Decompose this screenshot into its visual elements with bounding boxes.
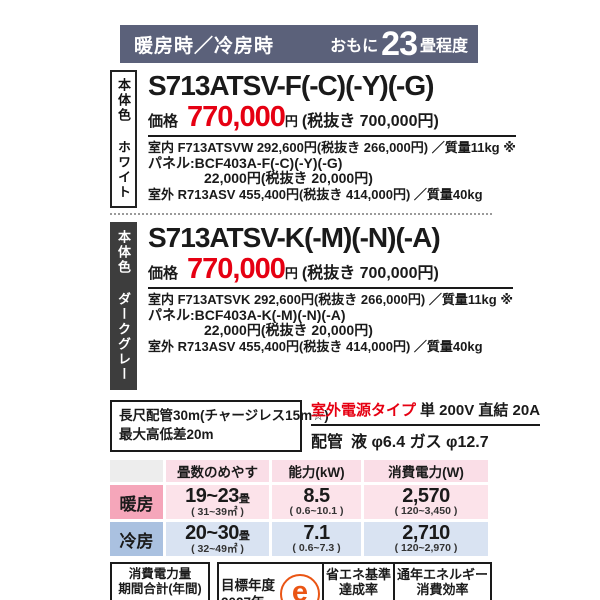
component-price-details: 室内 F713ATSVK 292,600円(税抜き 266,000円) ／質量1… xyxy=(148,292,513,354)
target-year-value: 2027年 xyxy=(221,594,275,600)
table-header-tatami: 畳数のめやす xyxy=(166,460,269,482)
body-color-label-darkgray: 本体色 ダークグレー xyxy=(110,222,137,390)
outdoor-power-type-label: 室外電源タイプ xyxy=(311,402,417,419)
price-label: 価格 xyxy=(148,113,179,130)
panel-price-line: 22,000円(税抜き 20,000円) xyxy=(204,322,373,338)
divider-rule xyxy=(311,424,541,426)
target-year-label: 目標年度 xyxy=(220,578,275,593)
tatami-range: 20~30 xyxy=(185,521,239,544)
cooling-capacity-cell: 7.1 ( 0.6~7.3 ) xyxy=(272,522,361,556)
standard-achievement-section: 省エネ基準 達成率 76% xyxy=(321,564,393,600)
tatami-unit: 畳 xyxy=(238,529,250,542)
divider-rule xyxy=(148,287,513,289)
product-block-darkgray: 本体色 ダークグレー S713ATSV-K(-M)(-N)(-A) 価格 770… xyxy=(110,222,513,390)
divider-rule xyxy=(148,135,516,137)
tatami-number: 23 xyxy=(381,25,418,63)
max-height-diff-line: 最大高低差20m xyxy=(119,427,214,442)
yen-label: 円 xyxy=(284,266,298,281)
panel-model-line: パネル:BCF403A-F(-C)(-Y)(-G) xyxy=(148,154,343,171)
tatami-capacity: おもに 23 畳程度 xyxy=(330,26,468,62)
power-value: 2,710 xyxy=(402,522,450,544)
target-year-section: 目標年度 2027年 e xyxy=(219,564,322,600)
heating-power-cell: 2,570 ( 120~3,450 ) xyxy=(364,485,488,519)
heating-capacity-cell: 8.5 ( 0.6~10.1 ) xyxy=(272,485,361,519)
price-value: 770,000 xyxy=(187,101,286,133)
capacity-spec-table: 畳数のめやす 能力(kW) 消費電力(W) 暖房 19~23畳 ( 31~39㎡… xyxy=(110,460,492,556)
heating-tatami-cell: 19~23畳 ( 31~39㎡ ) xyxy=(166,485,269,519)
model-number: S713ATSV-F(-C)(-Y)(-G) xyxy=(148,70,434,101)
annual-consumption-box: 消費電力量 期間合計(年間) 2,984kWh xyxy=(110,562,210,600)
pipe-diameter-line: 配管液 φ6.4 ガス φ12.7 xyxy=(311,428,540,452)
cooling-tatami-cell: 20~30畳 ( 32~49㎡ ) xyxy=(166,522,269,556)
capacity-value: 7.1 xyxy=(303,522,330,544)
standard-label-1: 省エネ基準 xyxy=(325,567,391,582)
product-body: S713ATSV-F(-C)(-Y)(-G) 価格 770,000 円 (税抜き… xyxy=(148,70,516,208)
energy-saving-e-mark-icon: e xyxy=(279,574,320,600)
table-header-capacity: 能力(kW) xyxy=(272,460,361,482)
component-price-details: 室内 F713ATSVW 292,600円(税抜き 266,000円) ／質量1… xyxy=(148,140,516,202)
consumption-label-2: 期間合計(年間) xyxy=(118,581,202,596)
mainly-label: おもに xyxy=(330,38,379,55)
capacity-range: ( 0.6~10.1 ) xyxy=(289,505,344,517)
model-number: S713ATSV-K(-M)(-N)(-A) xyxy=(148,222,441,253)
row-label-cooling: 冷房 xyxy=(110,522,163,556)
indoor-unit-line: 室内 F713ATSVW 292,600円(税抜き 266,000円) ／質量1… xyxy=(148,140,516,155)
tatami-unit-label: 畳程度 xyxy=(419,38,468,55)
tax-excluded-price: (税抜き 700,000円) xyxy=(301,265,439,282)
outdoor-unit-line: 室外 R713ASV 455,400円(税抜き 414,000円) ／質量40k… xyxy=(148,186,483,202)
tatami-area-range: ( 31~39㎡ ) xyxy=(191,505,244,518)
outdoor-power-type-line: 室外電源タイプ単 200V 直結 20A xyxy=(311,400,540,422)
apf-value: 4.5 xyxy=(397,597,488,600)
capacity-header-bar: 暖房時／冷房時 おもに 23 畳程度 xyxy=(120,25,478,63)
body-color-label-white: 本体色 ホワイト xyxy=(110,70,137,208)
pipe-value: 液 φ6.4 ガス φ12.7 xyxy=(351,434,489,451)
tatami-unit: 畳 xyxy=(238,492,250,505)
panel-model-line: パネル:BCF403A-K(-M)(-N)(-A) xyxy=(148,306,346,323)
apf-section: 通年エネルギー 消費効率 4.5 xyxy=(392,564,490,600)
power-range: ( 120~2,970 ) xyxy=(394,542,458,554)
capacity-value: 8.5 xyxy=(303,485,330,507)
price-row: 価格 770,000 円 (税抜き 700,000円) xyxy=(148,103,516,132)
outdoor-unit-line: 室外 R713ASV 455,400円(税抜き 414,000円) ／質量40k… xyxy=(148,338,483,354)
consumption-value: 2,984kWh xyxy=(112,596,208,600)
mode-label: 暖房時／冷房時 xyxy=(134,35,275,57)
capacity-range: ( 0.6~7.3 ) xyxy=(292,542,341,554)
achievement-rate: 76% xyxy=(326,597,391,600)
piping-length-box: 長尺配管30m(チャージレス15m☆) 最大高低差20m xyxy=(110,400,329,452)
cooling-power-cell: 2,710 ( 120~2,970 ) xyxy=(364,522,488,556)
tax-excluded-price: (税抜き 700,000円) xyxy=(301,113,439,130)
yen-label: 円 xyxy=(284,114,298,129)
apf-label-1: 通年エネルギー xyxy=(396,567,488,582)
power-spec-column: 室外電源タイプ単 200V 直結 20A 配管液 φ6.4 ガス φ12.7 xyxy=(311,400,541,452)
energy-info-row: 消費電力量 期間合計(年間) 2,984kWh 目標年度 2027年 e 省エネ… xyxy=(110,562,492,600)
pipe-label: 配管 xyxy=(311,434,344,451)
row-label-heating: 暖房 xyxy=(110,485,163,519)
product-body: S713ATSV-K(-M)(-N)(-A) 価格 770,000 円 (税抜き… xyxy=(148,222,513,390)
apf-label-2: 消費効率 xyxy=(416,582,469,597)
consumption-label-1: 消費電力量 xyxy=(128,567,192,581)
power-range: ( 120~3,450 ) xyxy=(394,505,458,517)
tatami-range: 19~23 xyxy=(185,484,239,507)
long-piping-line: 長尺配管30m(チャージレス15m☆) xyxy=(119,408,329,423)
product-block-white: 本体色 ホワイト S713ATSV-F(-C)(-Y)(-G) 価格 770,0… xyxy=(110,70,516,208)
dotted-separator xyxy=(110,213,492,215)
indoor-unit-line: 室内 F713ATSVK 292,600円(税抜き 266,000円) ／質量1… xyxy=(148,292,513,307)
spec-content-column: 暖房時／冷房時 おもに 23 畳程度 本体色 ホワイト S713ATSV-F(-… xyxy=(110,0,541,600)
energy-saving-label-box: 目標年度 2027年 e 省エネ基準 達成率 76% 通年エネルギー 消費効率 … xyxy=(216,562,492,600)
panel-price-line: 22,000円(税抜き 20,000円) xyxy=(204,170,373,186)
installation-spec-row: 長尺配管30m(チャージレス15m☆) 最大高低差20m 室外電源タイプ単 20… xyxy=(110,400,541,452)
table-header-power: 消費電力(W) xyxy=(364,460,488,482)
outdoor-power-type-value: 単 200V 直結 20A xyxy=(420,402,541,419)
price-label: 価格 xyxy=(148,265,179,282)
table-header-empty xyxy=(110,460,163,482)
price-value: 770,000 xyxy=(187,253,286,285)
tatami-area-range: ( 32~49㎡ ) xyxy=(191,542,244,555)
standard-label-2: 達成率 xyxy=(338,582,378,597)
power-value: 2,570 xyxy=(402,485,450,507)
price-row: 価格 770,000 円 (税抜き 700,000円) xyxy=(148,255,513,284)
